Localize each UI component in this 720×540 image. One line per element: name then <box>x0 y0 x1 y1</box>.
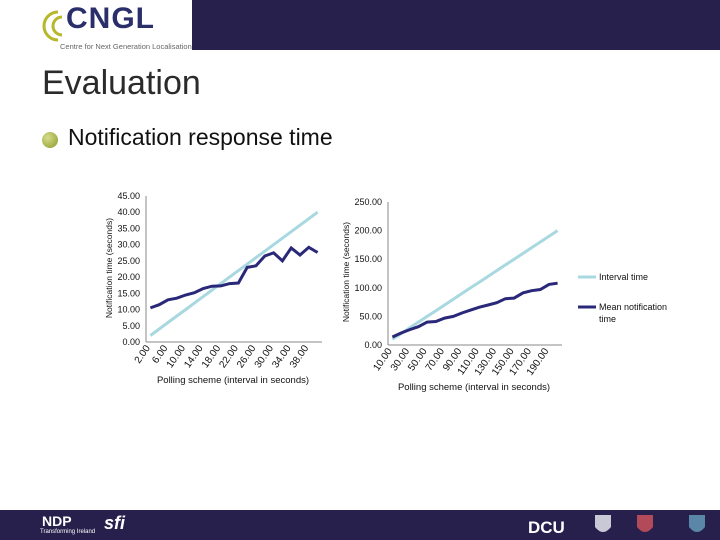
ucd-crest-icon <box>595 515 611 532</box>
chart2-y-tick-label: 50.00 <box>359 311 382 321</box>
legend-interval-label: Interval time <box>599 272 648 282</box>
logo-tagline: Centre for Next Generation Localisation <box>60 42 192 51</box>
chart2-ylabel: Notification time (seconds) <box>341 222 351 322</box>
chart1-y-tick-label: 5.00 <box>122 321 140 331</box>
chart2-y-tick-label: 100.00 <box>354 283 382 293</box>
chart1-y-tick-label: 15.00 <box>117 288 140 298</box>
chart2-mean-line <box>391 281 558 339</box>
chart2-y-tick-label: 250.00 <box>354 197 382 207</box>
ndp-subtitle: Transforming Ireland <box>40 529 96 535</box>
logo-text: CNGL <box>66 2 155 35</box>
chart2-y-tick-label: 200.00 <box>354 226 382 236</box>
chart1-y-tick-label: 45.00 <box>117 191 140 201</box>
chart1-x-tick-label: 38.00 <box>288 343 312 370</box>
chart1-xlabel: Polling scheme (interval in seconds) <box>157 375 309 386</box>
sfi-logo: sfi <box>104 513 126 533</box>
college-crest-icon <box>689 515 705 532</box>
chart1-y-tick-label: 35.00 <box>117 223 140 233</box>
slide-header: CNGL Centre for Next Generation Localisa… <box>0 0 720 55</box>
legend-mean-label: Mean notification time <box>599 302 670 324</box>
chart1-interval-line <box>149 210 319 337</box>
logo-arcs-icon <box>42 10 63 42</box>
chart1-y-tick-label: 40.00 <box>117 207 140 217</box>
university-crest-icon <box>637 515 653 532</box>
chart1-ylabel: Notification time (seconds) <box>104 218 114 318</box>
cngl-logo: CNGL Centre for Next Generation Localisa… <box>40 2 192 52</box>
chart2-y-tick-label: 0.00 <box>364 340 382 350</box>
dcu-logo: DCU <box>528 518 565 537</box>
chart1-y-tick-label: 0.00 <box>122 337 140 347</box>
ndp-logo: NDP <box>42 513 72 529</box>
chart1-y-tick-label: 20.00 <box>117 272 140 282</box>
slide-title: Evaluation <box>42 64 201 102</box>
chart1-y-tick-label: 10.00 <box>117 305 140 315</box>
chart2-interval-line <box>391 229 559 341</box>
crest-icons <box>595 515 705 532</box>
chart1-y-tick-label: 25.00 <box>117 256 140 266</box>
chart2-xlabel: Polling scheme (interval in seconds) <box>398 382 550 393</box>
chart2-y-tick-label: 150.00 <box>354 254 382 264</box>
header-band <box>192 0 720 50</box>
chart1-mean-line <box>149 245 319 310</box>
bullet-text: Notification response time <box>68 124 333 150</box>
bullet-icon <box>42 132 58 148</box>
chart1-y-tick-label: 30.00 <box>117 240 140 250</box>
footer-band: NDP Transforming Ireland sfi DCU <box>0 510 720 540</box>
